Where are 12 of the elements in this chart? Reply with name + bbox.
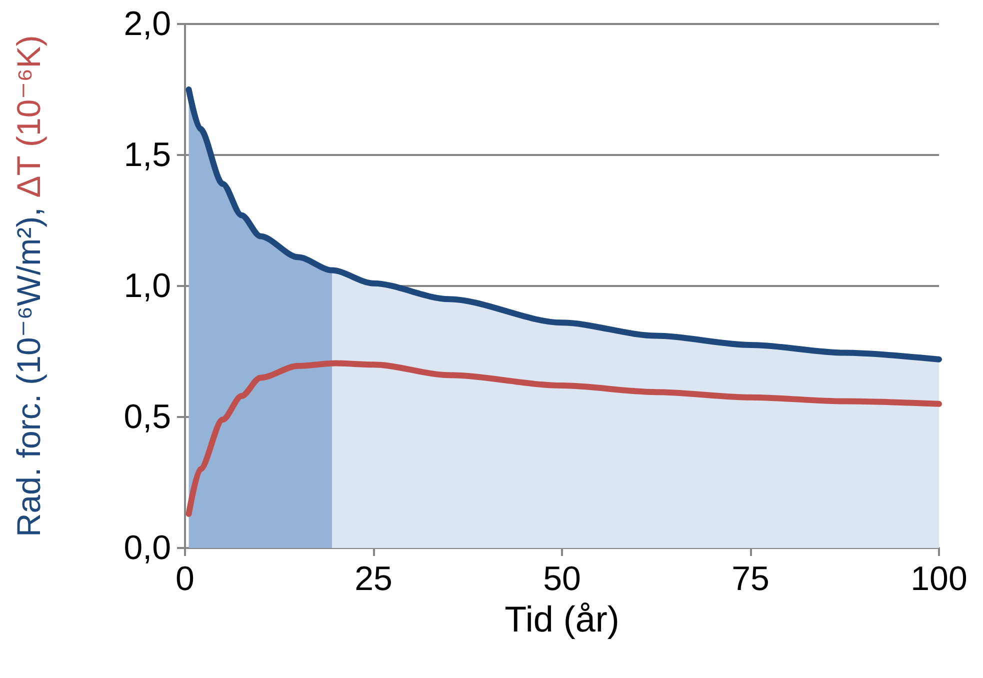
x-axis-title: Tid (år): [504, 598, 620, 640]
x-tick-label: 50: [543, 560, 581, 598]
y-tick-label: 1,5: [124, 136, 171, 174]
y-tick-label: 0,5: [124, 398, 171, 436]
x-tick-label: 0: [176, 560, 194, 598]
y-tick-label: 0,0: [124, 529, 171, 567]
y-axis-title: Rad. forc. (10⁻⁶W/m²), ΔT (10⁻⁶K): [10, 35, 47, 538]
x-tick-label: 25: [354, 560, 392, 598]
y-tick-label: 1,0: [124, 267, 171, 305]
x-tick-label: 75: [732, 560, 770, 598]
y-tick-label: 2,0: [124, 5, 171, 43]
x-tick-label: 100: [910, 560, 968, 598]
